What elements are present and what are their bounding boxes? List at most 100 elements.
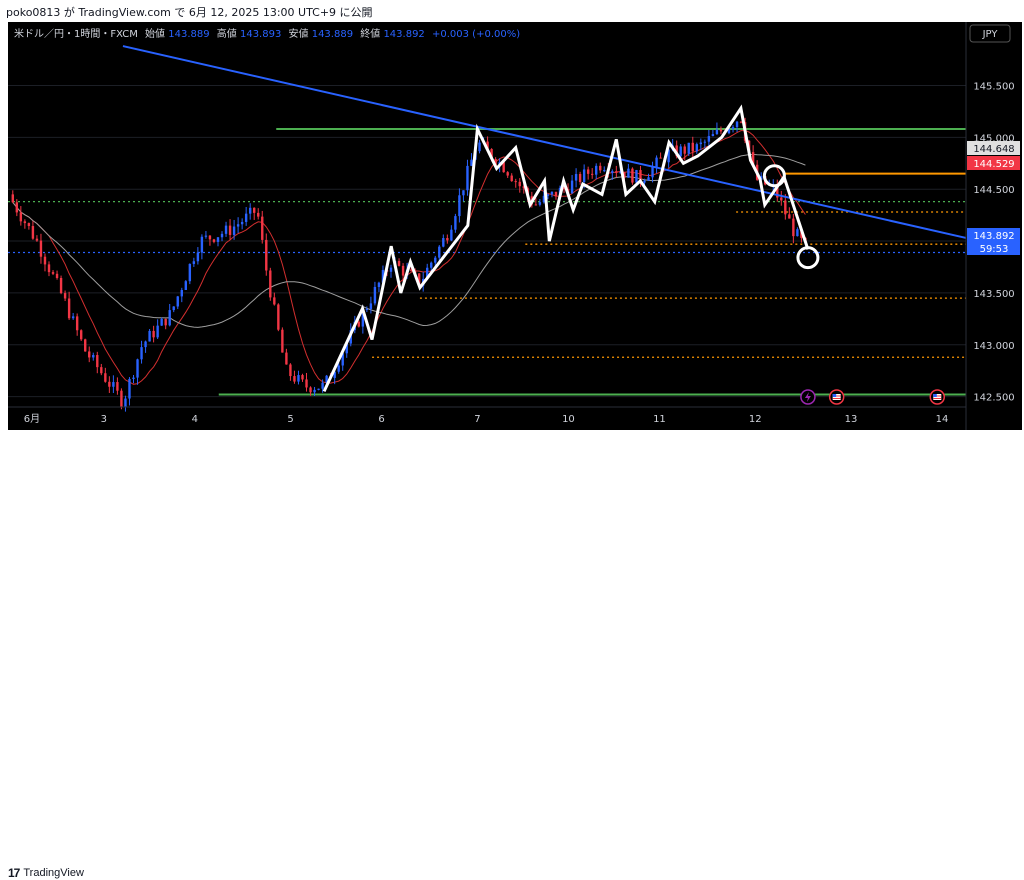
candle-body bbox=[116, 382, 119, 391]
candle-body bbox=[603, 170, 606, 172]
legend-low-label: 安値 bbox=[289, 27, 309, 40]
x-tick-label: 14 bbox=[936, 414, 949, 425]
x-tick-label: 12 bbox=[749, 414, 762, 425]
currency-label[interactable]: JPY bbox=[969, 24, 1011, 43]
candle-body bbox=[546, 194, 550, 196]
x-tick-label: 6月 bbox=[24, 413, 40, 425]
candle-body bbox=[281, 329, 284, 353]
candle-body bbox=[595, 165, 598, 175]
candle-body bbox=[409, 269, 413, 271]
price-axis-bg bbox=[966, 22, 1022, 430]
candle-body bbox=[333, 371, 336, 378]
candle-body bbox=[542, 195, 546, 203]
flag-canton bbox=[933, 394, 937, 397]
ma-slow-line bbox=[12, 153, 806, 328]
candle-body bbox=[458, 195, 461, 217]
candle-body bbox=[228, 225, 232, 235]
candle-body bbox=[611, 171, 614, 174]
price-tag-bg bbox=[967, 228, 1020, 242]
candle-body bbox=[454, 216, 457, 230]
flag-glyph-bg bbox=[832, 394, 841, 400]
candle-body bbox=[112, 382, 115, 387]
candle-body bbox=[373, 286, 377, 304]
highlight-circle bbox=[762, 164, 786, 188]
candle-body bbox=[100, 367, 103, 374]
candle-body bbox=[510, 175, 513, 182]
candle-body bbox=[124, 398, 127, 407]
candle-body bbox=[586, 169, 590, 174]
candle-body bbox=[647, 177, 650, 181]
candle-body bbox=[293, 376, 296, 382]
y-tick-label: 143.500 bbox=[973, 289, 1014, 300]
candle-body bbox=[780, 197, 783, 201]
currency-text: JPY bbox=[982, 29, 999, 40]
candle-body bbox=[357, 321, 361, 327]
x-tick-label: 10 bbox=[562, 414, 575, 425]
candle-body bbox=[236, 224, 240, 227]
price-chart[interactable]: 145.500145.000144.500144.000143.500143.0… bbox=[8, 22, 1022, 430]
candle-body bbox=[120, 390, 123, 407]
candle-body bbox=[426, 267, 429, 279]
candle-body bbox=[659, 157, 662, 159]
candle-body bbox=[389, 267, 393, 272]
y-tick-label: 144.500 bbox=[973, 185, 1014, 196]
price-tag-bg bbox=[967, 141, 1020, 155]
candle-body bbox=[490, 149, 493, 160]
legend-low-value: 143.889 bbox=[312, 29, 353, 40]
candle-body bbox=[381, 269, 385, 283]
svg-text:米ドル／円・1時間・FXCM 始値: 米ドル／円・1時間・FXCM 始値 143.889 高値 143.893 安値 … bbox=[14, 27, 520, 40]
candle-body bbox=[534, 204, 538, 206]
tradingview-logo-icon: 17 bbox=[8, 866, 20, 880]
candle-body bbox=[341, 353, 344, 366]
candle-body bbox=[369, 303, 373, 309]
candle-body bbox=[212, 239, 216, 242]
candle-body bbox=[735, 121, 739, 128]
candle-body bbox=[172, 306, 175, 311]
candle-body bbox=[442, 238, 445, 247]
price-tag-label: 143.892 bbox=[973, 231, 1014, 242]
x-tick-label: 5 bbox=[287, 414, 293, 425]
candle-body bbox=[273, 297, 276, 305]
candle-body bbox=[23, 221, 27, 224]
candle-body bbox=[434, 257, 437, 263]
candle-body bbox=[132, 377, 135, 379]
price-tag-bg bbox=[967, 241, 1020, 255]
candle-body bbox=[446, 238, 449, 241]
candle-body bbox=[188, 263, 192, 282]
candle-body bbox=[289, 364, 292, 377]
candle-body bbox=[470, 159, 473, 166]
tradingview-brand[interactable]: 17 TradingView bbox=[8, 866, 84, 880]
legend-open-label: 始値 bbox=[145, 27, 165, 40]
candle-body bbox=[47, 264, 51, 273]
candle-body bbox=[707, 136, 711, 142]
candle-body bbox=[550, 191, 554, 195]
candle-body bbox=[635, 170, 638, 183]
candle-body bbox=[623, 172, 626, 178]
candle-body bbox=[578, 174, 582, 182]
x-tick-label: 11 bbox=[653, 414, 666, 425]
candle-body bbox=[55, 273, 59, 278]
candle-body bbox=[216, 237, 220, 242]
candle-body bbox=[643, 180, 646, 183]
candle-body bbox=[261, 216, 264, 240]
candle-body bbox=[397, 261, 401, 266]
candle-body bbox=[15, 202, 19, 213]
candle-body bbox=[494, 159, 497, 166]
candle-body bbox=[784, 200, 787, 215]
candle-body bbox=[615, 171, 618, 173]
y-tick-label: 142.500 bbox=[973, 393, 1014, 404]
candle-body bbox=[450, 229, 453, 241]
candle-body bbox=[59, 277, 63, 294]
candle-body bbox=[570, 180, 574, 194]
candle-body bbox=[776, 184, 779, 198]
candle-body bbox=[269, 270, 272, 298]
publish-caption: poko0813 が TradingView.com で 6月 12, 2025… bbox=[6, 6, 373, 19]
candle-body bbox=[739, 121, 743, 123]
footer: 17 TradingView bbox=[0, 430, 1024, 880]
candle-body bbox=[88, 351, 91, 358]
x-tick-label: 6 bbox=[378, 414, 384, 425]
legend-open-value: 143.889 bbox=[168, 29, 209, 40]
chart-area[interactable]: 145.500145.000144.500144.000143.500143.0… bbox=[8, 22, 1022, 430]
candle-body bbox=[562, 187, 566, 189]
legend-high-value: 143.893 bbox=[240, 29, 281, 40]
